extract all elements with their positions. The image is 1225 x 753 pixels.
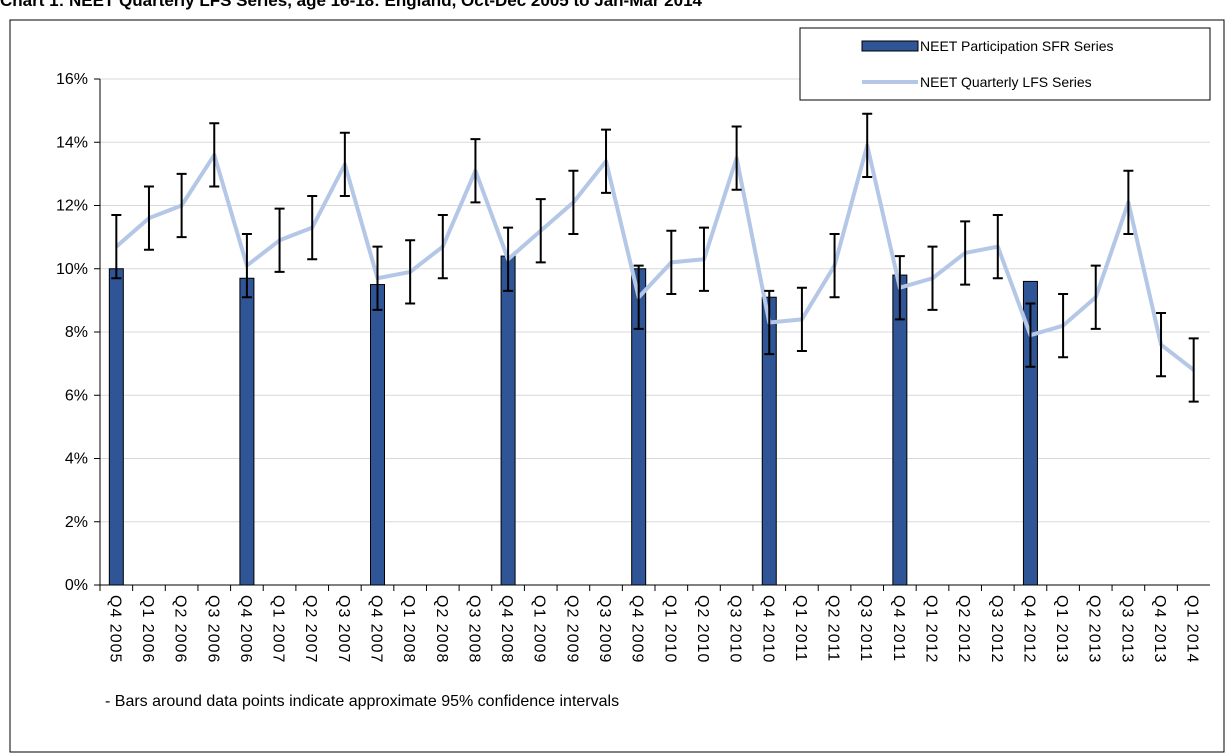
x-tick-label: Q1 2014 bbox=[1184, 595, 1201, 663]
x-tick-label: Q3 2011 bbox=[857, 595, 874, 662]
line bbox=[115, 143, 1195, 372]
y-tick-label: 0% bbox=[65, 577, 88, 594]
x-tick-label: Q4 2009 bbox=[629, 595, 646, 663]
x-tick-label: Q4 2013 bbox=[1151, 595, 1168, 663]
error-bar bbox=[372, 245, 383, 311]
bar bbox=[370, 284, 385, 586]
x-tick-label: Q3 2013 bbox=[1118, 595, 1135, 663]
error-bar bbox=[894, 255, 905, 321]
x-tick-label: Q2 2006 bbox=[172, 595, 189, 663]
x-tick-label: Q4 2012 bbox=[1020, 595, 1037, 663]
bar bbox=[892, 274, 908, 586]
x-tick-label: Q2 2010 bbox=[694, 595, 711, 663]
error-bar bbox=[503, 226, 514, 292]
x-tick-label: Q2 2012 bbox=[955, 595, 972, 663]
chart-note: - Bars around data points indicate appro… bbox=[105, 693, 619, 710]
x-tick-label: Q3 2009 bbox=[596, 595, 613, 663]
x-tick-label: Q3 2007 bbox=[335, 595, 352, 663]
y-tick-label: 2% bbox=[65, 514, 88, 531]
error-bar bbox=[601, 128, 612, 194]
y-tick-label: 10% bbox=[56, 261, 88, 278]
x-tick-label: Q4 2005 bbox=[106, 595, 123, 663]
x-tick-label: Q4 2006 bbox=[237, 595, 254, 663]
error-bar bbox=[405, 239, 416, 305]
error-bar bbox=[307, 195, 318, 261]
legend-label: NEET Quarterly LFS Series bbox=[920, 74, 1092, 90]
error-bar bbox=[535, 198, 546, 264]
x-tick-label: Q2 2011 bbox=[825, 595, 842, 662]
legend-box bbox=[799, 27, 1211, 101]
error-bar bbox=[731, 125, 742, 191]
x-tick-label: Q1 2009 bbox=[531, 595, 548, 663]
x-tick-label: Q1 2008 bbox=[400, 595, 417, 663]
error-bar bbox=[829, 232, 840, 299]
x-tick-label: Q2 2007 bbox=[302, 595, 319, 663]
error-bar bbox=[176, 172, 187, 239]
error-bar bbox=[1058, 293, 1069, 359]
error-bar bbox=[796, 286, 807, 352]
error-bar bbox=[1123, 169, 1134, 235]
error-bar bbox=[960, 220, 971, 286]
error-bar bbox=[339, 131, 350, 198]
error-bar bbox=[437, 213, 448, 280]
chart-frame bbox=[9, 19, 1225, 753]
y-tick-label: 14% bbox=[56, 134, 88, 151]
error-bar bbox=[1156, 312, 1167, 378]
bar bbox=[108, 268, 124, 586]
x-tick-label: Q3 2006 bbox=[204, 595, 221, 663]
x-tick-label: Q4 2007 bbox=[368, 595, 385, 663]
x-tick-label: Q4 2008 bbox=[498, 595, 515, 663]
chart-title: Chart 1: NEET Quarterly LFS Series, age … bbox=[0, 0, 703, 10]
x-tick-label: Q1 2006 bbox=[139, 595, 156, 663]
error-bar bbox=[1188, 337, 1199, 403]
bar bbox=[1022, 280, 1038, 586]
error-bar bbox=[1090, 264, 1101, 330]
error-bar bbox=[764, 289, 775, 356]
error-bar bbox=[633, 264, 644, 330]
x-tick-label: Q1 2010 bbox=[661, 595, 678, 663]
error-bar bbox=[568, 169, 579, 235]
error-bar bbox=[1025, 302, 1036, 368]
error-bar bbox=[241, 232, 252, 299]
error-bar bbox=[209, 122, 220, 188]
error-bar bbox=[111, 213, 122, 280]
y-tick-label: 16% bbox=[56, 71, 88, 88]
x-tick-label: Q2 2013 bbox=[1086, 595, 1103, 663]
legend-label: NEET Participation SFR Series bbox=[920, 38, 1113, 54]
x-tick-label: Q4 2011 bbox=[890, 595, 907, 662]
x-tick-label: Q4 2010 bbox=[759, 595, 776, 663]
x-tick-label: Q1 2007 bbox=[270, 595, 287, 663]
x-tick-label: Q2 2008 bbox=[433, 595, 450, 663]
bar bbox=[500, 255, 516, 586]
error-bar bbox=[992, 213, 1003, 280]
x-tick-label: Q3 2012 bbox=[988, 595, 1005, 663]
legend-swatch bbox=[861, 40, 919, 52]
x-tick-label: Q2 2009 bbox=[563, 595, 580, 663]
y-tick-label: 6% bbox=[65, 387, 88, 404]
error-bar bbox=[274, 207, 285, 273]
x-tick-label: Q1 2013 bbox=[1053, 595, 1070, 663]
error-bar bbox=[927, 245, 938, 311]
x-tick-label: Q1 2011 bbox=[792, 595, 809, 662]
x-tick-label: Q3 2010 bbox=[727, 595, 744, 663]
y-tick-label: 8% bbox=[65, 324, 88, 341]
x-tick-label: Q1 2012 bbox=[923, 595, 940, 663]
x-tick-label: Q3 2008 bbox=[465, 595, 482, 663]
error-bar bbox=[470, 138, 481, 204]
y-tick-label: 4% bbox=[65, 451, 88, 468]
y-tick-label: 12% bbox=[56, 198, 88, 215]
error-bar bbox=[698, 226, 709, 292]
error-bar bbox=[666, 229, 677, 296]
bar bbox=[239, 277, 255, 586]
error-bar bbox=[143, 185, 154, 251]
error-bar bbox=[862, 112, 873, 179]
